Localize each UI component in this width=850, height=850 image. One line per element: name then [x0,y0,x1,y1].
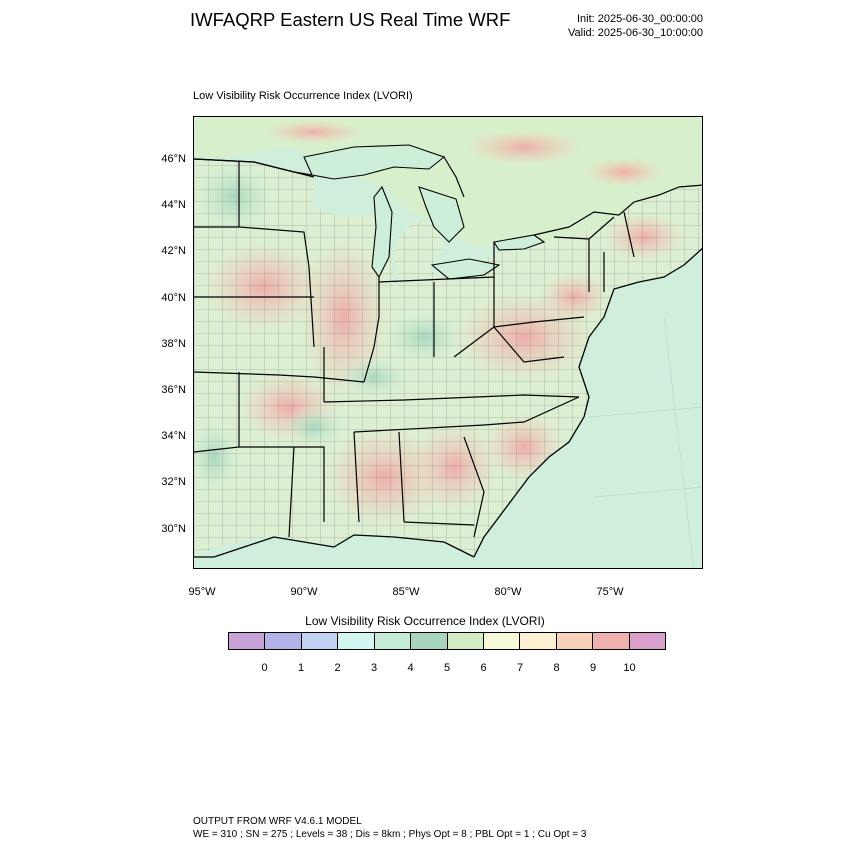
run-time-info: Init: 2025-06-30_00:00:00 Valid: 2025-06… [568,13,703,40]
lon-label: 85°W [392,586,420,598]
valid-time: Valid: 2025-06-30_10:00:00 [568,26,703,39]
colorbar-box [374,633,412,649]
colorbar-box [229,633,266,649]
coastline [194,247,702,558]
lat-label: 46°N [161,153,186,165]
canada-border [194,156,702,236]
great-lakes [303,144,546,280]
lat-label: 30°N [161,522,186,535]
colorbar-box [265,633,302,649]
colorbar-label: 0 [261,662,268,674]
colorbar-label: 1 [297,662,305,674]
map-panel [193,116,703,569]
lake-michigan [371,185,393,279]
colorbar-label: 5 [443,662,451,674]
colorbar-box [593,633,630,649]
colorbar-box [520,633,557,649]
lat-label: 44°N [161,199,186,212]
lat-label: 32°N [161,476,186,489]
lon-label: 80°W [494,586,522,598]
colorbar-label: 9 [589,662,597,674]
colorbar-box [447,633,484,649]
colorbar [228,632,666,650]
colorbar-label: 7 [516,662,524,674]
lat-label: 38°N [161,337,186,350]
colorbar-box [301,633,339,649]
colorbar-box [338,633,375,649]
colorbar-box [411,633,448,649]
lake-huron [418,186,465,243]
lon-label: 90°W [290,586,318,598]
colorbar-title: Low Visibility Risk Occurrence Index (LV… [305,614,545,628]
gulf-of-mexico [194,535,474,568]
lat-label: 34°N [161,430,186,443]
lon-label: 75°W [596,586,624,598]
lon-label: 95°W [188,586,216,598]
colorbar-label: 10 [623,662,636,674]
model-footer: OUTPUT FROM WRF V4.6.1 MODEL WE = 310 ; … [193,816,586,841]
lake-ontario [493,234,546,251]
colorbar-label: 2 [334,662,341,674]
colorbar-label: 4 [407,662,414,674]
lat-label: 36°N [161,384,186,396]
plot-title: Low Visibility Risk Occurrence Index (LV… [193,90,413,102]
lake-superior [303,144,446,180]
state-boundaries [194,158,635,538]
lvori-map [194,117,702,568]
colorbar-label: 6 [480,662,487,674]
main-title: IWFAQRP Eastern US Real Time WRF [190,9,511,30]
colorbar-label: 8 [553,662,560,674]
graticule [588,316,702,568]
atlantic-ocean [474,248,702,568]
colorbar-box [629,633,666,649]
lat-label: 40°N [161,291,186,304]
colorbar-label: 3 [370,662,378,674]
lat-label: 42°N [161,245,186,258]
lake-erie [430,258,501,280]
footer-model: OUTPUT FROM WRF V4.6.1 MODEL [193,816,362,827]
init-time: Init: 2025-06-30_00:00:00 [577,13,703,25]
colorbar-box [483,633,521,649]
colorbar-box [556,633,594,649]
footer-config: WE = 310 ; SN = 275 ; Levels = 38 ; Dis … [193,828,587,840]
county-boundaries [194,159,702,557]
